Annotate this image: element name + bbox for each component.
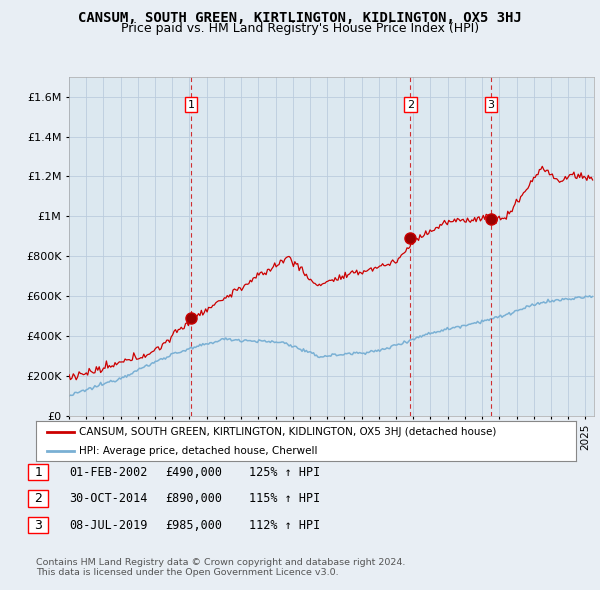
Text: 2: 2 xyxy=(407,100,414,110)
Text: £985,000: £985,000 xyxy=(165,519,222,532)
Text: 115% ↑ HPI: 115% ↑ HPI xyxy=(249,492,320,505)
Text: 08-JUL-2019: 08-JUL-2019 xyxy=(69,519,148,532)
Text: Contains HM Land Registry data © Crown copyright and database right 2024.
This d: Contains HM Land Registry data © Crown c… xyxy=(36,558,406,577)
Text: 125% ↑ HPI: 125% ↑ HPI xyxy=(249,466,320,478)
Text: 3: 3 xyxy=(34,519,43,532)
Text: HPI: Average price, detached house, Cherwell: HPI: Average price, detached house, Cher… xyxy=(79,447,318,456)
Text: 112% ↑ HPI: 112% ↑ HPI xyxy=(249,519,320,532)
Text: CANSUM, SOUTH GREEN, KIRTLINGTON, KIDLINGTON, OX5 3HJ (detached house): CANSUM, SOUTH GREEN, KIRTLINGTON, KIDLIN… xyxy=(79,428,497,438)
Text: 3: 3 xyxy=(488,100,494,110)
Text: £890,000: £890,000 xyxy=(165,492,222,505)
Text: Price paid vs. HM Land Registry's House Price Index (HPI): Price paid vs. HM Land Registry's House … xyxy=(121,22,479,35)
Text: 1: 1 xyxy=(34,466,43,478)
Text: 30-OCT-2014: 30-OCT-2014 xyxy=(69,492,148,505)
Text: £490,000: £490,000 xyxy=(165,466,222,478)
Text: 1: 1 xyxy=(187,100,194,110)
Text: 01-FEB-2002: 01-FEB-2002 xyxy=(69,466,148,478)
Text: CANSUM, SOUTH GREEN, KIRTLINGTON, KIDLINGTON, OX5 3HJ: CANSUM, SOUTH GREEN, KIRTLINGTON, KIDLIN… xyxy=(78,11,522,25)
Text: 2: 2 xyxy=(34,492,43,505)
